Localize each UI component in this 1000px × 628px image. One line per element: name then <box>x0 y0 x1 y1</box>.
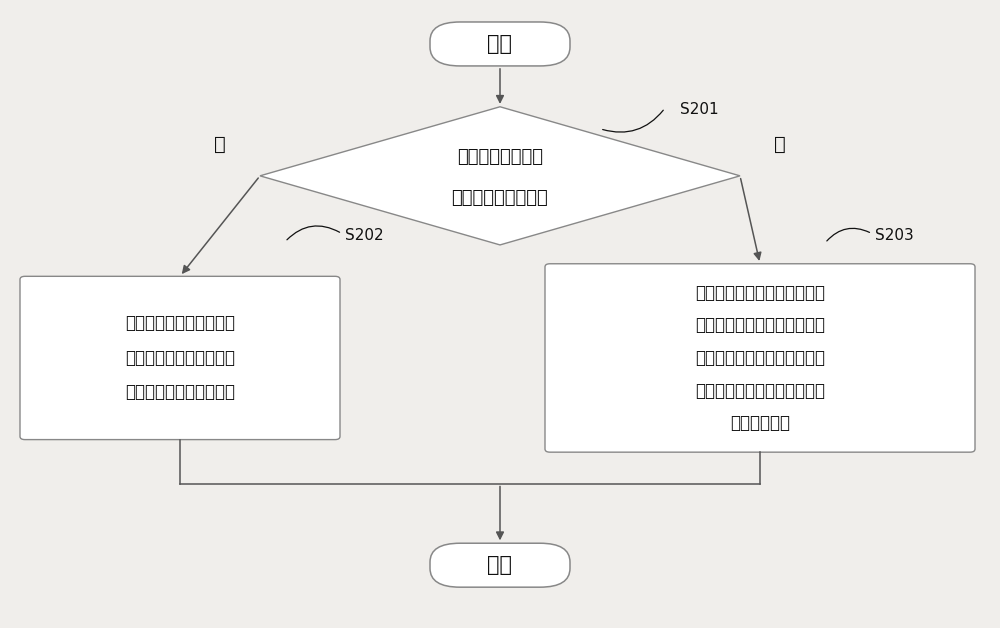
Text: S201: S201 <box>680 102 719 117</box>
Polygon shape <box>260 107 740 245</box>
Text: 结束: 结束 <box>488 555 512 575</box>
Text: 判断下行链路的信: 判断下行链路的信 <box>457 148 543 166</box>
Text: 关发射组合通过控制电路调整: 关发射组合通过控制电路调整 <box>695 317 825 334</box>
Text: S202: S202 <box>345 228 384 243</box>
Text: S203: S203 <box>875 228 914 243</box>
Text: 否: 否 <box>774 135 786 154</box>
Text: 可控负载的电阵，以及根据发: 可控负载的电阵，以及根据发 <box>695 349 825 367</box>
Text: 电路调整可控负载的电抗: 电路调整可控负载的电抗 <box>125 384 235 401</box>
Text: 射波束成型向量调整主动天线: 射波束成型向量调整主动天线 <box>695 382 825 399</box>
Text: 道是否处于良好状态: 道是否处于良好状态 <box>452 189 548 207</box>
FancyBboxPatch shape <box>430 22 570 66</box>
Text: 的发射方向图: 的发射方向图 <box>730 414 790 432</box>
Text: 开始: 开始 <box>488 34 512 54</box>
FancyBboxPatch shape <box>20 276 340 440</box>
FancyBboxPatch shape <box>430 543 570 587</box>
Text: 是: 是 <box>214 135 226 154</box>
Text: 选择相关发射组合，并根据相: 选择相关发射组合，并根据相 <box>695 284 825 301</box>
FancyBboxPatch shape <box>545 264 975 452</box>
Text: 选择正交发射组合，并根: 选择正交发射组合，并根 <box>125 315 235 332</box>
Text: 据正交发射组合通过控制: 据正交发射组合通过控制 <box>125 349 235 367</box>
